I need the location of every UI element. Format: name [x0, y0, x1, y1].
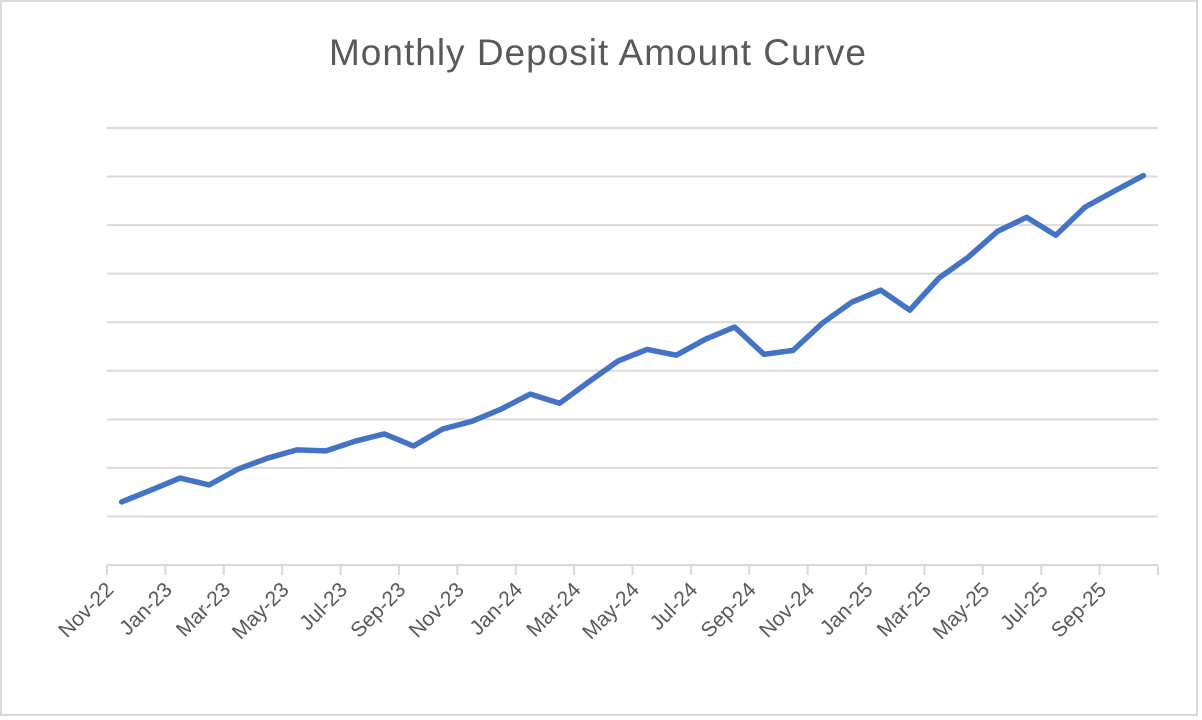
data-line [118, 172, 1147, 505]
chart-title: Monthly Deposit Amount Curve [329, 32, 867, 73]
